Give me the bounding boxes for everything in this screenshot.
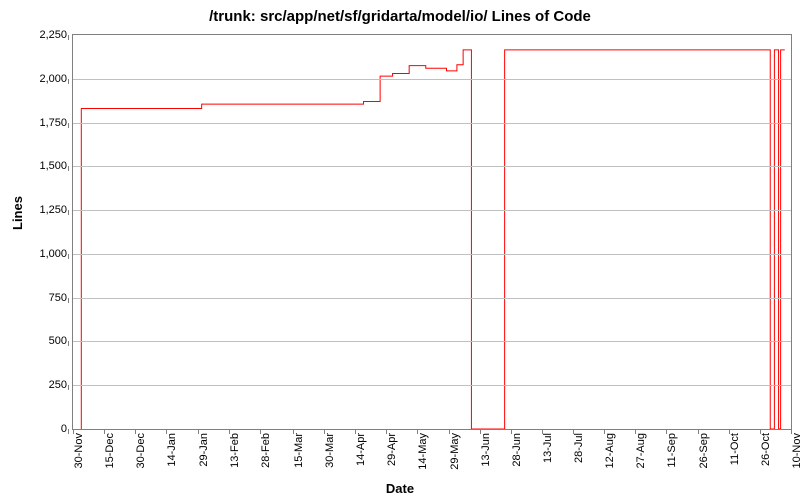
x-tick-label: 11-Sep	[666, 433, 678, 468]
y-tick-label: 1,000	[39, 248, 67, 260]
x-tick-label: 28-Jul	[573, 433, 585, 463]
x-tick-label: 28-Feb	[260, 433, 272, 468]
x-tick-label: 29-May	[449, 433, 461, 470]
y-tick	[68, 429, 69, 434]
x-tick-label: 26-Sep	[698, 433, 710, 468]
x-tick-label: 11-Oct	[729, 433, 741, 465]
x-tick-label: 10-Nov	[791, 433, 800, 468]
x-tick-label: 27-Aug	[635, 433, 647, 468]
x-tick-label: 29-Apr	[386, 433, 398, 466]
x-tick-label: 30-Mar	[324, 433, 336, 468]
chart-title: /trunk: src/app/net/sf/gridarta/model/io…	[0, 8, 800, 25]
x-tick-label: 15-Mar	[293, 433, 305, 468]
grid-line	[73, 166, 791, 167]
grid-line	[73, 79, 791, 80]
x-tick-label: 12-Aug	[604, 433, 616, 468]
x-tick-label: 29-Jan	[198, 433, 210, 467]
x-tick-label: 14-Jan	[166, 433, 178, 467]
x-tick-label: 13-Feb	[229, 433, 241, 468]
grid-line	[73, 123, 791, 124]
grid-line	[73, 298, 791, 299]
x-tick-label: 13-Jul	[542, 433, 554, 463]
y-tick	[68, 254, 69, 259]
y-tick	[68, 123, 69, 128]
y-tick	[68, 166, 69, 171]
x-tick-label: 30-Nov	[73, 433, 85, 468]
y-tick-label: 250	[49, 379, 67, 391]
y-tick-label: 2,250	[39, 29, 67, 41]
y-tick-label: 1,500	[39, 160, 67, 172]
y-axis-label: Lines	[10, 196, 25, 230]
x-tick-label: 28-Jun	[511, 433, 523, 467]
x-tick-label: 14-Apr	[355, 433, 367, 466]
plot-area: 02505007501,0001,2501,5001,7502,0002,250…	[72, 34, 792, 430]
grid-line	[73, 210, 791, 211]
y-tick	[68, 341, 69, 346]
y-tick-label: 500	[49, 335, 67, 347]
grid-line	[73, 385, 791, 386]
y-tick-label: 1,250	[39, 204, 67, 216]
grid-line	[73, 341, 791, 342]
x-tick-label: 26-Oct	[760, 433, 772, 466]
series-line	[81, 50, 784, 429]
data-line	[73, 35, 791, 429]
line-chart: /trunk: src/app/net/sf/gridarta/model/io…	[0, 0, 800, 500]
y-tick-label: 1,750	[39, 117, 67, 129]
x-tick-label: 30-Dec	[135, 433, 147, 468]
y-tick	[68, 298, 69, 303]
grid-line	[73, 254, 791, 255]
x-axis-label: Date	[0, 481, 800, 496]
x-tick-label: 13-Jun	[480, 433, 492, 467]
x-tick-label: 15-Dec	[104, 433, 116, 468]
y-tick	[68, 210, 69, 215]
y-tick-label: 750	[49, 292, 67, 304]
y-tick	[68, 385, 69, 390]
y-tick	[68, 35, 69, 40]
x-tick-label: 14-May	[417, 433, 429, 470]
y-tick-label: 0	[61, 423, 67, 435]
y-tick	[68, 79, 69, 84]
y-tick-label: 2,000	[39, 73, 67, 85]
